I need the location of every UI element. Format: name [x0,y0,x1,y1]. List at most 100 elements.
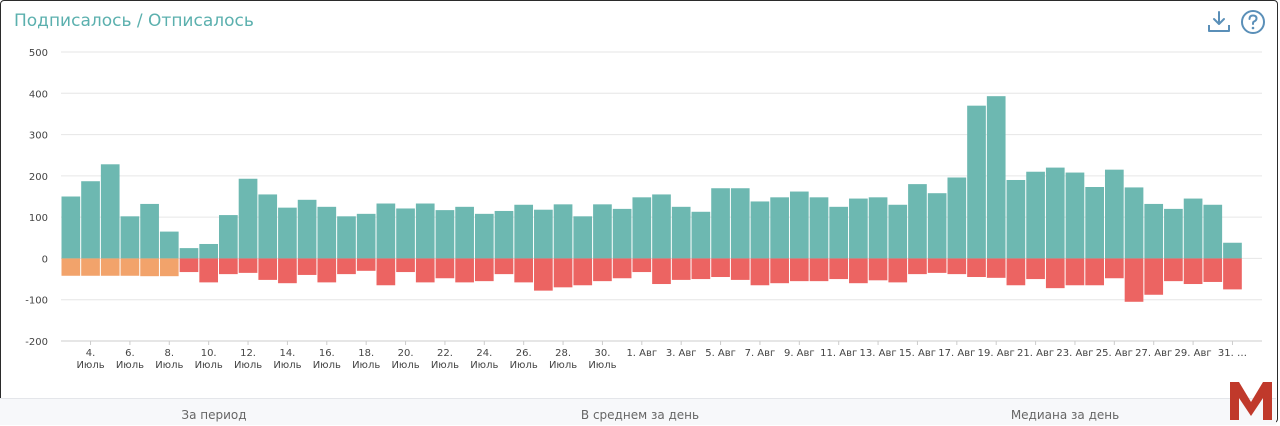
bar-unsubscribed[interactable] [789,258,809,282]
footer-median-label[interactable]: Медиана за день [1010,408,1120,422]
bar-unsubscribed[interactable] [238,258,258,273]
bar-subscribed[interactable] [593,204,612,259]
bar-unsubscribed[interactable] [986,258,1006,278]
bar-unsubscribed[interactable] [297,258,317,275]
bar-unsubscribed[interactable] [376,258,396,286]
bar-subscribed[interactable] [494,210,514,259]
help-icon[interactable] [1240,9,1266,35]
bar-unsubscribed[interactable] [494,258,514,275]
bar-unsubscribed[interactable] [1164,258,1183,282]
bar-subscribed[interactable] [356,213,376,259]
bar-unsubscribed[interactable] [1006,258,1026,286]
bar-subscribed[interactable] [120,216,140,259]
bar-subscribed[interactable] [278,207,297,259]
bar-subscribed[interactable] [1144,203,1164,259]
bar-unsubscribed[interactable] [908,258,927,275]
bar-subscribed[interactable] [415,203,435,259]
bar-subscribed[interactable] [61,196,81,259]
bar-subscribed[interactable] [888,204,908,259]
bar-subscribed[interactable] [219,215,238,259]
bar-subscribed[interactable] [376,203,396,259]
bar-unsubscribed[interactable] [770,258,789,284]
bar-subscribed[interactable] [534,209,553,259]
bar-subscribed[interactable] [1183,198,1203,259]
bar-subscribed[interactable] [849,198,868,259]
bar-subscribed[interactable] [1085,187,1104,259]
bar-subscribed[interactable] [750,201,770,259]
bar-unsubscribed[interactable] [1183,258,1203,285]
bar-subscribed[interactable] [553,204,573,259]
footer-period-label[interactable]: За период [181,408,247,422]
bar-unsubscribed[interactable] [435,258,455,279]
bar-subscribed[interactable] [1026,171,1045,259]
bar-subscribed[interactable] [632,197,652,259]
bar-subscribed[interactable] [396,208,415,259]
bar-unsubscribed[interactable] [691,258,711,280]
bar-subscribed[interactable] [81,181,100,259]
bar-subscribed[interactable] [238,178,258,259]
bar-subscribed[interactable] [100,164,120,259]
bar-unsubscribed[interactable] [1104,258,1124,279]
bar-subscribed[interactable] [947,177,967,259]
bar-unsubscribed[interactable] [947,258,967,275]
bar-subscribed[interactable] [258,194,278,259]
bar-unsubscribed[interactable] [1045,258,1065,289]
bar-subscribed[interactable] [1124,187,1144,259]
bar-unsubscribed[interactable] [278,258,297,284]
bar-subscribed[interactable] [789,191,809,259]
bar-subscribed[interactable] [297,199,317,259]
bar-subscribed[interactable] [1203,204,1223,259]
bar-subscribed[interactable] [671,206,691,259]
bar-unsubscribed[interactable] [671,258,691,280]
bar-unsubscribed[interactable] [140,258,159,277]
bar-unsubscribed[interactable] [120,258,140,276]
bar-subscribed[interactable] [474,213,494,259]
bar-unsubscribed[interactable] [61,258,81,276]
bar-unsubscribed[interactable] [927,258,947,273]
bar-subscribed[interactable] [179,248,199,259]
bar-subscribed[interactable] [317,206,337,259]
bar-subscribed[interactable] [1164,208,1183,259]
bar-subscribed[interactable] [455,206,474,259]
bar-unsubscribed[interactable] [849,258,868,284]
bar-unsubscribed[interactable] [868,258,888,281]
bar-unsubscribed[interactable] [1124,258,1144,302]
bar-unsubscribed[interactable] [632,258,652,273]
bar-subscribed[interactable] [573,216,593,259]
bar-unsubscribed[interactable] [1203,258,1223,282]
bar-unsubscribed[interactable] [1026,258,1045,280]
bar-unsubscribed[interactable] [750,258,770,286]
bar-subscribed[interactable] [612,208,632,259]
bar-subscribed[interactable] [1223,242,1242,259]
bar-unsubscribed[interactable] [534,258,553,291]
bar-subscribed[interactable] [927,193,947,259]
bar-subscribed[interactable] [986,96,1006,259]
bar-unsubscribed[interactable] [159,258,179,277]
bar-subscribed[interactable] [770,197,789,259]
footer-average-label[interactable]: В среднем за день [580,408,700,422]
bar-subscribed[interactable] [435,210,455,259]
bar-subscribed[interactable] [908,184,927,259]
bar-unsubscribed[interactable] [711,258,730,278]
bar-subscribed[interactable] [829,206,849,259]
bar-subscribed[interactable] [868,197,888,259]
bar-subscribed[interactable] [730,188,750,259]
bar-subscribed[interactable] [809,197,829,259]
bar-subscribed[interactable] [514,204,534,259]
bar-unsubscribed[interactable] [337,258,356,275]
bar-unsubscribed[interactable] [1223,258,1242,290]
bar-subscribed[interactable] [711,188,730,259]
bar-unsubscribed[interactable] [100,258,120,276]
bar-unsubscribed[interactable] [1085,258,1104,286]
bar-unsubscribed[interactable] [81,258,100,276]
bar-subscribed[interactable] [967,105,986,259]
bar-unsubscribed[interactable] [593,258,612,282]
bar-unsubscribed[interactable] [612,258,632,279]
bar-unsubscribed[interactable] [396,258,415,273]
bar-unsubscribed[interactable] [1065,258,1085,286]
bar-unsubscribed[interactable] [415,258,435,283]
bar-unsubscribed[interactable] [967,258,986,278]
bar-unsubscribed[interactable] [356,258,376,271]
bar-unsubscribed[interactable] [317,258,337,283]
bar-unsubscribed[interactable] [573,258,593,286]
